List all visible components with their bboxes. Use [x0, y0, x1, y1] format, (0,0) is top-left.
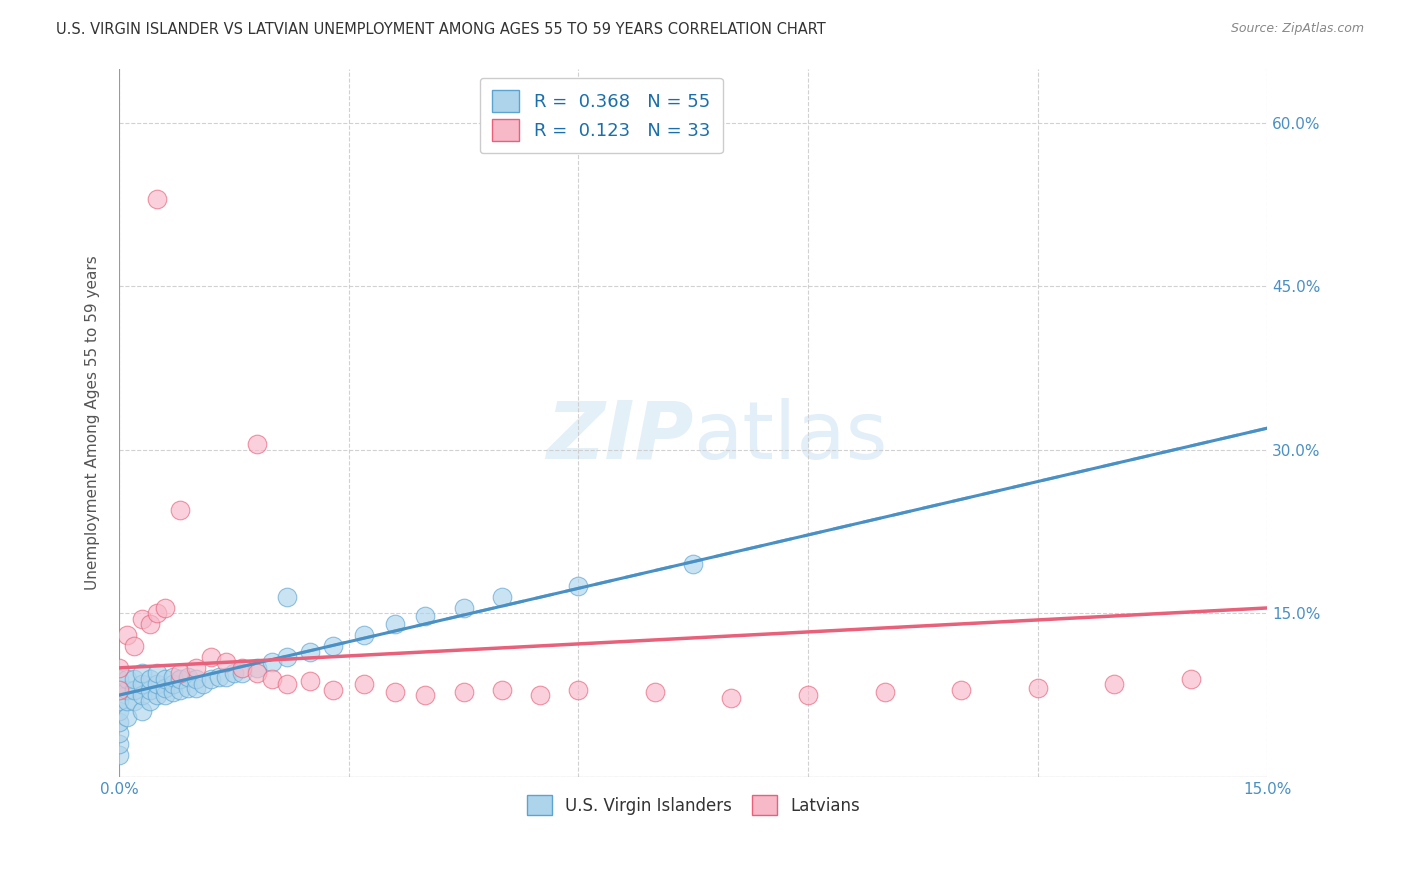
Point: [322, 682, 344, 697]
Point: [1102, 677, 1125, 691]
Point: [162, 670, 184, 684]
Point: [453, 685, 475, 699]
Point: [131, 612, 153, 626]
Point: [146, 677, 169, 691]
Point: [115, 693, 138, 707]
Point: [353, 677, 375, 691]
Point: [115, 710, 138, 724]
Point: [124, 672, 146, 686]
Legend: U.S. Virgin Islanders, Latvians: U.S. Virgin Islanders, Latvians: [516, 785, 870, 825]
Point: [131, 688, 153, 702]
Point: [169, 682, 191, 697]
Point: [138, 617, 160, 632]
Point: [162, 685, 184, 699]
Point: [322, 639, 344, 653]
Point: [353, 628, 375, 642]
Point: [108, 715, 131, 730]
Point: [124, 639, 146, 653]
Point: [413, 608, 436, 623]
Point: [108, 747, 131, 762]
Text: ZIP: ZIP: [546, 398, 693, 475]
Point: [146, 688, 169, 702]
Point: [567, 682, 589, 697]
Point: [276, 677, 298, 691]
Y-axis label: Unemployment Among Ages 55 to 59 years: Unemployment Among Ages 55 to 59 years: [86, 255, 100, 591]
Point: [246, 661, 269, 675]
Point: [153, 601, 176, 615]
Point: [138, 672, 160, 686]
Point: [491, 590, 513, 604]
Point: [644, 685, 666, 699]
Point: [146, 192, 169, 206]
Point: [1180, 672, 1202, 686]
Point: [262, 672, 284, 686]
Point: [184, 661, 207, 675]
Point: [131, 666, 153, 681]
Point: [146, 607, 169, 621]
Point: [169, 666, 191, 681]
Point: [491, 682, 513, 697]
Point: [797, 688, 820, 702]
Point: [384, 685, 406, 699]
Point: [299, 644, 322, 658]
Point: [124, 682, 146, 697]
Point: [207, 670, 229, 684]
Point: [115, 672, 138, 686]
Point: [184, 672, 207, 686]
Point: [222, 666, 245, 681]
Point: [131, 705, 153, 719]
Point: [108, 672, 131, 686]
Point: [276, 650, 298, 665]
Point: [124, 693, 146, 707]
Point: [246, 437, 269, 451]
Point: [720, 691, 742, 706]
Point: [108, 737, 131, 751]
Point: [231, 661, 253, 675]
Point: [276, 590, 298, 604]
Point: [529, 688, 551, 702]
Point: [1026, 681, 1049, 695]
Point: [215, 670, 238, 684]
Point: [184, 681, 207, 695]
Text: Source: ZipAtlas.com: Source: ZipAtlas.com: [1230, 22, 1364, 36]
Point: [108, 693, 131, 707]
Point: [115, 628, 138, 642]
Point: [146, 666, 169, 681]
Point: [950, 682, 973, 697]
Point: [169, 503, 191, 517]
Text: U.S. VIRGIN ISLANDER VS LATVIAN UNEMPLOYMENT AMONG AGES 55 TO 59 YEARS CORRELATI: U.S. VIRGIN ISLANDER VS LATVIAN UNEMPLOY…: [56, 22, 825, 37]
Point: [162, 677, 184, 691]
Point: [873, 685, 896, 699]
Point: [246, 666, 269, 681]
Point: [108, 682, 131, 697]
Point: [169, 672, 191, 686]
Point: [138, 682, 160, 697]
Point: [131, 677, 153, 691]
Point: [413, 688, 436, 702]
Point: [138, 693, 160, 707]
Point: [108, 682, 131, 697]
Point: [299, 673, 322, 688]
Point: [200, 650, 222, 665]
Text: atlas: atlas: [693, 398, 887, 475]
Point: [215, 656, 238, 670]
Point: [153, 681, 176, 695]
Point: [108, 661, 131, 675]
Point: [153, 672, 176, 686]
Point: [177, 681, 200, 695]
Point: [384, 617, 406, 632]
Point: [567, 579, 589, 593]
Point: [108, 726, 131, 740]
Point: [200, 672, 222, 686]
Point: [153, 688, 176, 702]
Point: [231, 666, 253, 681]
Point: [177, 670, 200, 684]
Point: [453, 601, 475, 615]
Point: [193, 677, 215, 691]
Point: [262, 656, 284, 670]
Point: [682, 558, 704, 572]
Point: [115, 682, 138, 697]
Point: [108, 705, 131, 719]
